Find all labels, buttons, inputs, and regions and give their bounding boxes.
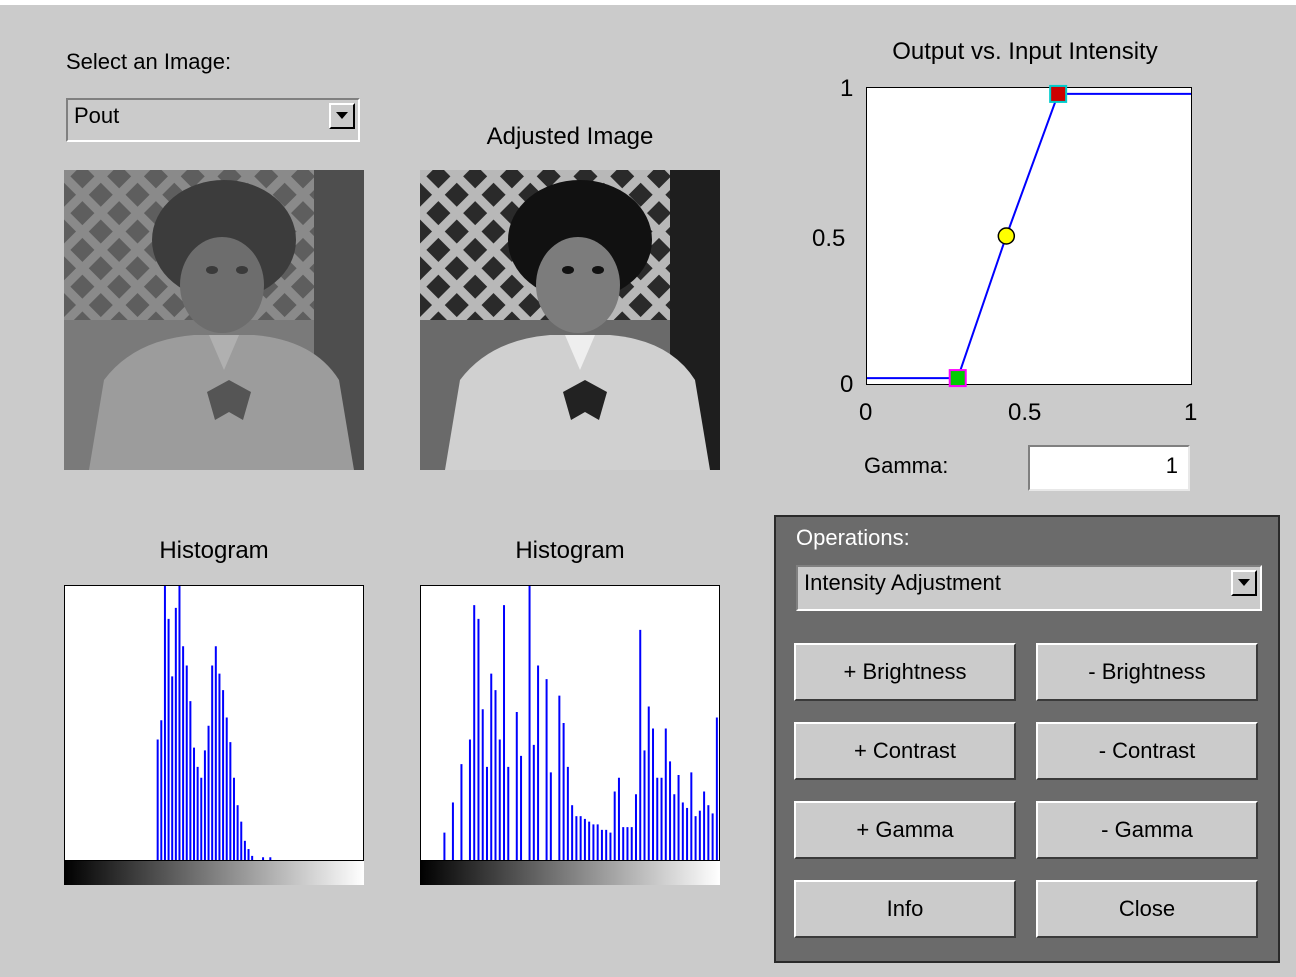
adjusted-intensity-gradient — [420, 861, 720, 885]
select-image-label: Select an Image: — [66, 49, 232, 74]
gamma-label: Gamma: — [864, 453, 949, 478]
operations-select-value: Intensity Adjustment — [804, 570, 1001, 595]
original-histogram-title: Histogram — [159, 537, 269, 564]
y-tick-0: 0 — [840, 371, 854, 398]
gamma-up-button[interactable]: + Gamma — [794, 801, 1016, 859]
intensity-plot[interactable] — [866, 84, 1192, 388]
adjusted-image-title: Adjusted Image — [486, 123, 654, 150]
intensity-curve-plot[interactable] — [867, 84, 1191, 388]
gamma-field[interactable]: 1 — [1028, 445, 1190, 491]
gamma-down-button[interactable]: - Gamma — [1036, 801, 1258, 859]
info-button[interactable]: Info — [794, 880, 1016, 938]
original-histogram-plot — [156, 586, 272, 860]
adjusted-photo-graphic — [420, 170, 720, 470]
adjusted-histogram — [420, 585, 720, 861]
image-select-dropdown[interactable]: Pout — [66, 98, 360, 142]
operations-label: Operations: — [796, 525, 910, 550]
close-button[interactable]: Close — [1036, 880, 1258, 938]
high-control-point[interactable] — [1049, 84, 1068, 103]
operations-panel: Operations: Intensity Adjustment + Brigh… — [774, 515, 1280, 963]
y-tick-1: 1 — [840, 75, 854, 102]
x-tick-0: 0 — [859, 399, 873, 426]
operations-dropdown[interactable]: Intensity Adjustment — [796, 565, 1262, 611]
x-tick-0-5: 0.5 — [1008, 399, 1042, 426]
y-tick-0-5: 0.5 — [812, 225, 846, 252]
chevron-down-icon[interactable] — [1231, 570, 1257, 596]
original-image — [64, 170, 364, 470]
mid-control-point[interactable] — [997, 227, 1016, 245]
original-photo-graphic — [64, 170, 364, 470]
brightness-down-button[interactable]: - Brightness — [1036, 643, 1258, 701]
image-select-value: Pout — [74, 103, 120, 128]
chevron-down-icon[interactable] — [329, 103, 355, 129]
brightness-up-button[interactable]: + Brightness — [794, 643, 1016, 701]
adjusted-image — [420, 170, 720, 470]
contrast-down-button[interactable]: - Contrast — [1036, 722, 1258, 780]
adjusted-histogram-plot — [443, 586, 718, 860]
original-histogram — [64, 585, 364, 861]
x-tick-1: 1 — [1184, 399, 1198, 426]
intensity-curve — [867, 92, 1191, 380]
plot-title: Output vs. Input Intensity — [892, 38, 1158, 65]
original-intensity-gradient — [64, 861, 364, 885]
contrast-up-button[interactable]: + Contrast — [794, 722, 1016, 780]
adjusted-histogram-title: Histogram — [515, 537, 625, 564]
low-control-point[interactable] — [948, 369, 967, 388]
